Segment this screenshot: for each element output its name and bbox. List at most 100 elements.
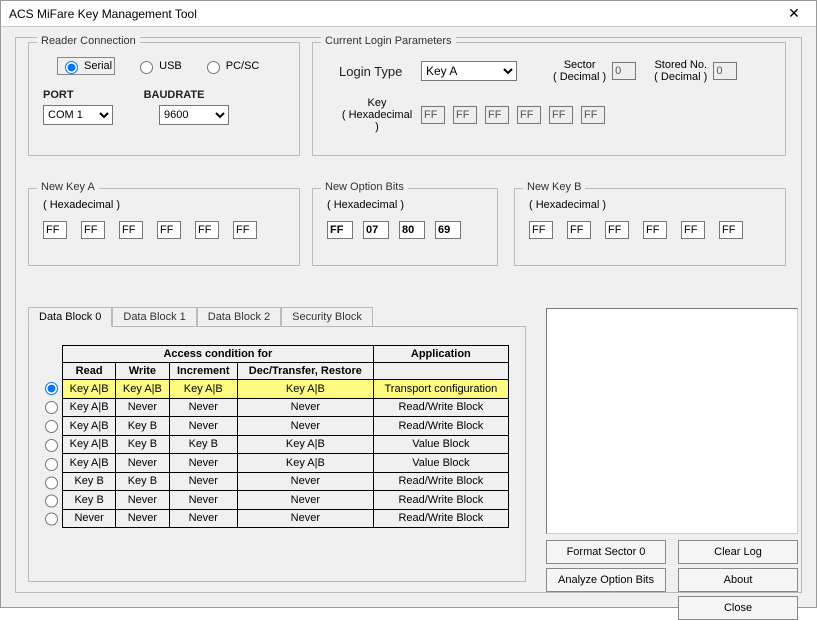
client-area: Reader Connection Serial USB PC/SC [1, 27, 816, 607]
radio-serial[interactable] [65, 61, 78, 74]
keyb-4[interactable] [681, 221, 705, 239]
sector-field [612, 62, 636, 80]
new-keya-group: New Key A ( Hexadecimal ) [28, 188, 300, 266]
baud-label: BAUDRATE [144, 89, 205, 101]
about-button[interactable]: About [678, 568, 798, 592]
table-row: Key A|BNeverNeverNeverRead/Write Block [63, 398, 509, 417]
row-radio-4[interactable] [45, 455, 58, 474]
row-radio-6[interactable] [45, 492, 58, 510]
cell-app: Read/Write Block [373, 417, 508, 436]
cell-read: Key B [63, 491, 116, 510]
window-title: ACS MiFare Key Management Tool [9, 7, 780, 21]
format-button[interactable]: Format Sector 0 [546, 540, 666, 564]
optbits-0[interactable] [327, 221, 353, 239]
optbits-sub: ( Hexadecimal ) [327, 199, 487, 211]
cell-write: Never [116, 454, 169, 473]
cell-write: Never [116, 398, 169, 417]
th-inc: Increment [169, 363, 237, 380]
cell-inc: Key B [169, 435, 237, 454]
keya-2[interactable] [119, 221, 143, 239]
cell-read: Never [63, 509, 116, 528]
cell-dec: Key A|B [237, 380, 373, 399]
cell-dec: Never [237, 491, 373, 510]
row-radio-stack [45, 379, 62, 528]
port-select[interactable]: COM 1 [43, 105, 113, 125]
outer-group: Reader Connection Serial USB PC/SC [15, 37, 802, 593]
login-key-4 [549, 106, 573, 124]
optbits-3[interactable] [435, 221, 461, 239]
login-key-5 [581, 106, 605, 124]
row-radio-0[interactable] [45, 379, 58, 398]
login-key-1 [453, 106, 477, 124]
radio-pcsc[interactable] [207, 61, 220, 74]
cell-read: Key A|B [63, 380, 116, 399]
new-keyb-group: New Key B ( Hexadecimal ) [514, 188, 786, 266]
radio-pcsc-wrap[interactable]: PC/SC [202, 58, 260, 74]
tab-block0[interactable]: Data Block 0 [28, 307, 112, 327]
sector-label1: Sector [553, 59, 606, 71]
table-row: NeverNeverNeverNeverRead/Write Block [63, 509, 509, 528]
radio-serial-wrap[interactable]: Serial [57, 57, 115, 75]
tab-security[interactable]: Security Block [281, 307, 373, 327]
login-legend: Current Login Parameters [321, 35, 456, 47]
cell-dec: Never [237, 509, 373, 528]
tab-block1[interactable]: Data Block 1 [112, 307, 196, 327]
access-table: Access condition for Application Read Wr… [62, 345, 509, 528]
login-type-label: Login Type [339, 64, 415, 79]
cell-inc: Never [169, 398, 237, 417]
row-radio-2[interactable] [45, 417, 58, 436]
log-area[interactable] [546, 308, 798, 534]
cell-app: Read/Write Block [373, 509, 508, 528]
row-radio-3[interactable] [45, 436, 58, 455]
th-read: Read [63, 363, 116, 380]
keyb-2[interactable] [605, 221, 629, 239]
tab-block2[interactable]: Data Block 2 [197, 307, 281, 327]
cell-app: Read/Write Block [373, 472, 508, 491]
cell-read: Key A|B [63, 398, 116, 417]
th-app: Application [373, 346, 508, 363]
keya-3[interactable] [157, 221, 181, 239]
baud-select[interactable]: 9600 [159, 105, 229, 125]
cell-write: Key B [116, 472, 169, 491]
close-icon[interactable]: ✕ [780, 5, 808, 22]
radio-usb-wrap[interactable]: USB [135, 58, 182, 74]
row-radio-5[interactable] [45, 474, 58, 492]
keya-4[interactable] [195, 221, 219, 239]
analyze-button[interactable]: Analyze Option Bits [546, 568, 666, 592]
optbits-1[interactable] [363, 221, 389, 239]
login-type-select[interactable]: Key A [421, 61, 517, 81]
cell-inc: Never [169, 454, 237, 473]
cell-inc: Never [169, 509, 237, 528]
keya-0[interactable] [43, 221, 67, 239]
sector-label2: ( Decimal ) [553, 71, 606, 83]
login-key-hex [421, 106, 605, 124]
cell-inc: Never [169, 491, 237, 510]
radio-usb[interactable] [140, 61, 153, 74]
keyb-3[interactable] [643, 221, 667, 239]
row-radio-1[interactable] [45, 398, 58, 417]
table-row: Key A|BKey A|BKey A|BKey A|BTransport co… [63, 380, 509, 399]
row-radio-7[interactable] [45, 510, 58, 528]
keya-5[interactable] [233, 221, 257, 239]
table-row: Key BKey BNeverNeverRead/Write Block [63, 472, 509, 491]
cell-dec: Never [237, 472, 373, 491]
table-row: Key A|BKey BNeverNeverRead/Write Block [63, 417, 509, 436]
optbits-2[interactable] [399, 221, 425, 239]
cell-read: Key A|B [63, 454, 116, 473]
cell-inc: Never [169, 472, 237, 491]
new-keya-legend: New Key A [37, 181, 99, 193]
cell-inc: Key A|B [169, 380, 237, 399]
keyb-0[interactable] [529, 221, 553, 239]
cell-read: Key A|B [63, 417, 116, 436]
close-button[interactable]: Close [678, 596, 798, 620]
stored-field [713, 62, 737, 80]
keyb-5[interactable] [719, 221, 743, 239]
keyb-1[interactable] [567, 221, 591, 239]
cell-app: Read/Write Block [373, 398, 508, 417]
keya-1[interactable] [81, 221, 105, 239]
table-row: Key A|BNeverNeverKey A|BValue Block [63, 454, 509, 473]
cell-dec: Never [237, 417, 373, 436]
cell-app: Value Block [373, 454, 508, 473]
clearlog-button[interactable]: Clear Log [678, 540, 798, 564]
th-access: Access condition for [63, 346, 374, 363]
